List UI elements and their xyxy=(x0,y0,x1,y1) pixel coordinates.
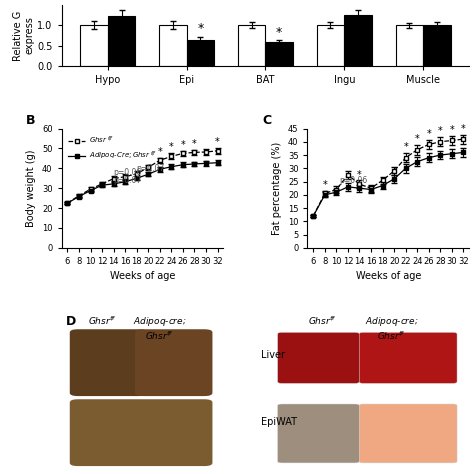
Text: *: * xyxy=(169,142,174,152)
Text: *: * xyxy=(403,142,408,152)
FancyBboxPatch shape xyxy=(359,404,457,463)
Text: *: * xyxy=(322,180,327,190)
Text: *: * xyxy=(438,127,443,137)
X-axis label: Weeks of age: Weeks of age xyxy=(110,272,175,282)
Text: *: * xyxy=(461,124,466,134)
Text: EpiWAT: EpiWAT xyxy=(261,417,297,427)
Text: *: * xyxy=(197,22,203,36)
Text: *: * xyxy=(157,146,162,156)
Text: B: B xyxy=(26,114,36,127)
Text: p=0.06: p=0.06 xyxy=(114,168,142,177)
Text: Liver: Liver xyxy=(261,350,285,360)
Y-axis label: Relative G
express: Relative G express xyxy=(13,10,35,61)
Text: D: D xyxy=(66,315,76,328)
Y-axis label: Body weight (g): Body weight (g) xyxy=(27,149,36,227)
Bar xyxy=(265,43,293,66)
Text: *: * xyxy=(427,129,431,139)
Bar xyxy=(423,25,451,66)
Text: p=0.07: p=0.07 xyxy=(137,164,165,173)
Bar xyxy=(159,25,187,66)
Text: $Adipoq$-cre;
$Ghsr^{f\!/\!f}$: $Adipoq$-cre; $Ghsr^{f\!/\!f}$ xyxy=(133,315,186,342)
Text: *: * xyxy=(357,170,362,180)
Text: p=0.07: p=0.07 xyxy=(114,176,142,185)
FancyBboxPatch shape xyxy=(359,332,457,383)
Bar xyxy=(395,25,423,66)
FancyBboxPatch shape xyxy=(135,329,212,396)
FancyBboxPatch shape xyxy=(70,329,147,396)
Text: *: * xyxy=(192,138,197,149)
Text: *: * xyxy=(415,134,419,144)
Text: *: * xyxy=(215,137,220,147)
Legend: $Ghsr\ ^{f\!/\!f}$, $Adipoq$-$Cre;Ghsr\ ^{f\!/\!f}$: $Ghsr\ ^{f\!/\!f}$, $Adipoq$-$Cre;Ghsr\ … xyxy=(65,132,159,164)
Text: C: C xyxy=(262,114,271,127)
Text: *: * xyxy=(276,26,283,39)
Text: $Ghsr^{f\!/\!f}$: $Ghsr^{f\!/\!f}$ xyxy=(88,315,117,328)
Bar xyxy=(238,25,265,66)
Text: *: * xyxy=(449,126,454,136)
FancyBboxPatch shape xyxy=(70,399,212,466)
Bar xyxy=(344,15,372,66)
Text: p=0.06: p=0.06 xyxy=(339,176,367,185)
X-axis label: Weeks of age: Weeks of age xyxy=(356,272,421,282)
Bar xyxy=(187,39,214,66)
Text: $Ghsr^{f\!/\!f}$: $Ghsr^{f\!/\!f}$ xyxy=(308,315,337,328)
Y-axis label: Fat percentage (%): Fat percentage (%) xyxy=(272,142,283,235)
Bar xyxy=(108,16,136,66)
FancyBboxPatch shape xyxy=(278,404,359,463)
Text: $Adipoq$-cre;
$Ghsr^{f\!/\!f}$: $Adipoq$-cre; $Ghsr^{f\!/\!f}$ xyxy=(365,315,419,342)
Bar xyxy=(80,25,108,66)
FancyBboxPatch shape xyxy=(278,332,359,383)
Text: *: * xyxy=(181,140,185,150)
Bar xyxy=(317,25,344,66)
